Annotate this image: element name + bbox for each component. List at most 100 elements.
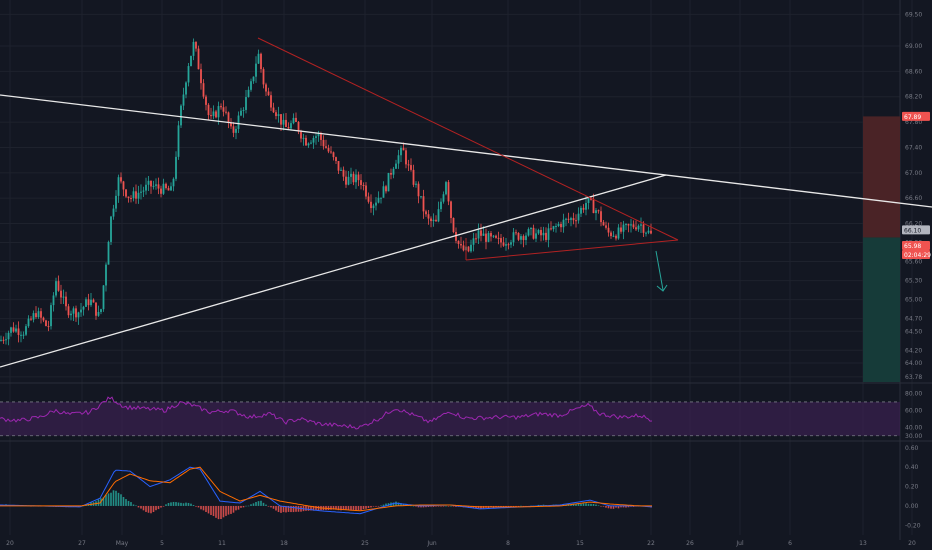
candle-body bbox=[437, 209, 440, 222]
candle-body bbox=[525, 235, 527, 241]
macd-histogram-bar bbox=[590, 503, 592, 506]
macd-histogram-bar bbox=[295, 505, 297, 512]
candle-body bbox=[32, 313, 35, 320]
candle-body bbox=[545, 232, 547, 240]
macd-histogram-bar bbox=[115, 490, 117, 506]
price-tick-label: 66.20 bbox=[905, 221, 922, 228]
macd-histogram-bar bbox=[150, 505, 152, 514]
macd-histogram-bar bbox=[602, 505, 605, 507]
candle-body bbox=[195, 41, 197, 49]
candle-body bbox=[212, 111, 215, 117]
candle-body bbox=[197, 48, 200, 70]
candle-body bbox=[295, 117, 297, 122]
macd-histogram-bar bbox=[450, 505, 452, 507]
macd-histogram-bar bbox=[417, 505, 420, 508]
macd-histogram-bar bbox=[200, 505, 202, 510]
candle-body bbox=[400, 147, 402, 156]
macd-histogram-bar bbox=[342, 505, 345, 510]
macd-histogram-bar bbox=[312, 505, 315, 511]
candle-body bbox=[322, 139, 325, 147]
macd-histogram-bar bbox=[252, 503, 255, 506]
candle-body bbox=[102, 285, 105, 310]
candle-body bbox=[287, 127, 290, 129]
candle-body bbox=[110, 216, 112, 242]
candle-body bbox=[417, 183, 420, 197]
candle-body bbox=[207, 104, 210, 116]
macd-histogram-bar bbox=[172, 501, 175, 506]
candle-body bbox=[597, 210, 600, 212]
macd-histogram-bar bbox=[570, 504, 572, 506]
macd-histogram-bar bbox=[157, 505, 160, 510]
macd-histogram-bar bbox=[595, 504, 597, 506]
candle-body bbox=[300, 131, 302, 139]
candle-body bbox=[420, 196, 422, 198]
descending-trendline bbox=[0, 94, 932, 208]
candle-body bbox=[387, 172, 390, 192]
price-tick-label: 67.40 bbox=[905, 144, 922, 151]
macd-histogram-bar bbox=[285, 505, 287, 513]
macd-histogram-bar bbox=[377, 505, 380, 507]
macd-histogram-bar bbox=[620, 505, 622, 508]
candle-body bbox=[37, 311, 40, 318]
candle-body bbox=[370, 201, 372, 209]
candle-body bbox=[40, 311, 42, 318]
candle-body bbox=[500, 238, 502, 243]
price-tick-label: 68.60 bbox=[905, 68, 922, 75]
candle-body bbox=[485, 233, 487, 242]
candle-body bbox=[205, 96, 207, 105]
macd-histogram-bar bbox=[222, 505, 225, 518]
time-tick-label: 22 bbox=[647, 540, 655, 547]
candle-body bbox=[570, 218, 572, 220]
macd-histogram-bar bbox=[270, 505, 272, 508]
macd-histogram-bar bbox=[180, 502, 182, 506]
macd-histogram-bar bbox=[415, 505, 417, 507]
macd-histogram-bar bbox=[230, 505, 232, 514]
macd-tick-label: 0.40 bbox=[905, 464, 919, 471]
candle-body bbox=[120, 177, 122, 182]
price-tick-label: 69.00 bbox=[905, 43, 922, 50]
macd-histogram-bar bbox=[395, 501, 397, 506]
price-tick-label: 64.20 bbox=[905, 347, 922, 354]
price-tick-label: 65.30 bbox=[905, 278, 922, 285]
candle-body bbox=[87, 299, 90, 306]
candle-body bbox=[572, 218, 575, 221]
macd-histogram-bar bbox=[367, 505, 370, 509]
risk-reward-zones[interactable] bbox=[863, 116, 900, 382]
time-tick-label: 27 bbox=[78, 540, 86, 547]
candle-body bbox=[107, 241, 110, 265]
candle-body bbox=[480, 230, 482, 236]
candle-body bbox=[442, 194, 445, 202]
macd-histogram-bar bbox=[352, 505, 355, 510]
macd-histogram-bar bbox=[262, 502, 265, 506]
macd-histogram-bar bbox=[615, 505, 617, 508]
macd-histogram-bar bbox=[282, 505, 285, 513]
macd-histogram-bar bbox=[372, 505, 375, 507]
candle-body bbox=[62, 296, 65, 298]
macd-histogram-bar bbox=[577, 503, 580, 506]
candle-body bbox=[92, 299, 95, 303]
candle-body bbox=[275, 112, 277, 117]
candle-body bbox=[382, 186, 385, 198]
price-tick-label: 69.50 bbox=[905, 11, 922, 18]
macd-histogram-bar bbox=[400, 503, 402, 506]
candle-body bbox=[162, 183, 165, 194]
macd-histogram-bar bbox=[632, 505, 635, 507]
candle-body bbox=[440, 201, 442, 210]
macd-histogram-bar bbox=[425, 505, 427, 508]
stop-price-label-box bbox=[902, 111, 930, 121]
trend-drawings[interactable] bbox=[0, 37, 932, 368]
candle-body bbox=[415, 183, 417, 185]
candle-body bbox=[397, 155, 400, 164]
candle-body bbox=[175, 156, 177, 179]
macd-histogram-bar bbox=[397, 502, 400, 506]
macd-histogram-bar bbox=[305, 505, 307, 511]
macd-histogram-bar bbox=[605, 505, 607, 508]
macd-histogram-bar bbox=[437, 505, 440, 507]
macd-histogram-bar bbox=[355, 505, 357, 511]
candle-body bbox=[257, 53, 260, 64]
macd-histogram-bar bbox=[287, 505, 290, 512]
candle-body bbox=[187, 66, 190, 83]
macd-histogram-bar bbox=[202, 505, 205, 511]
candle-body bbox=[130, 198, 132, 200]
